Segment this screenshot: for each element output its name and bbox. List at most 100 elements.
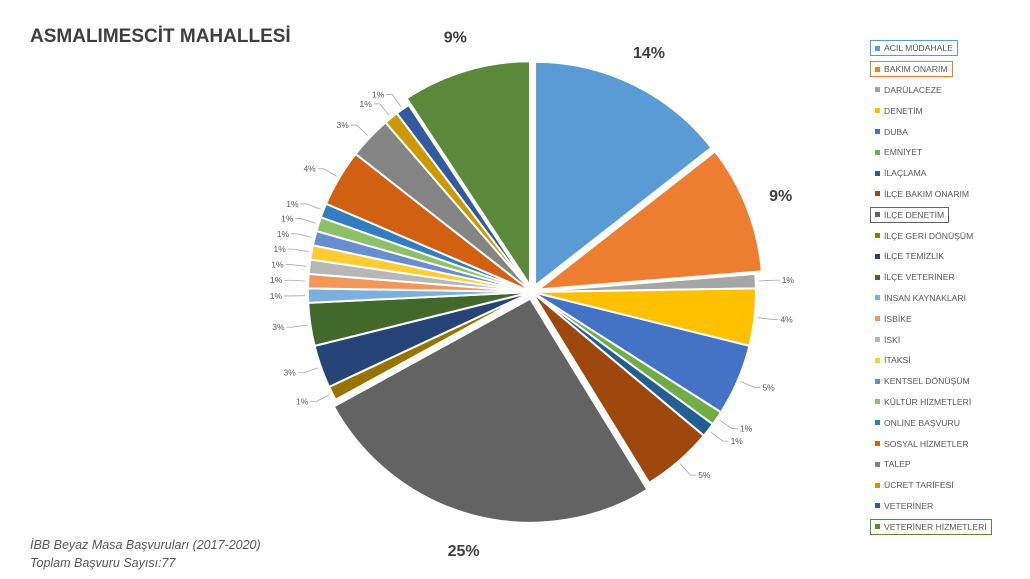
legend-item-ilaclama: İLAÇLAMA <box>868 163 1028 184</box>
leader-line-ilaclama <box>710 431 729 442</box>
leader-line-emniyet <box>719 419 738 429</box>
leader-line-duba <box>740 381 761 388</box>
data-label-ilce-geri-donusum: 1% <box>296 397 309 407</box>
legend-entry: TALEP <box>870 456 916 472</box>
legend-swatch <box>875 357 880 363</box>
legend-item-duba: DUBA <box>868 121 1028 142</box>
legend-entry: ONLİNE BAŞVURU <box>870 415 965 431</box>
legend-entry: DUBA <box>870 124 913 140</box>
legend-label: İNSAN KAYNAKLARI <box>884 292 966 303</box>
legend-label: KÜLTÜR HİZMETLERİ <box>884 396 972 407</box>
leader-line-darulaceze <box>758 279 780 282</box>
legend-entry: DENETİM <box>870 103 928 119</box>
legend-swatch <box>875 212 880 218</box>
data-label-bakim-onarim: 9% <box>769 188 792 205</box>
leader-line-ilce-veteriner <box>286 324 308 328</box>
legend-swatch <box>875 295 880 301</box>
legend-item-veteriner: VETERİNER <box>868 496 1028 517</box>
legend-label: VETERİNER HİZMETLERİ <box>884 521 987 532</box>
legend-item-ilce-temizlik: İLÇE TEMİZLİK <box>868 246 1028 267</box>
legend-item-emniyet: EMNİYET <box>868 142 1028 163</box>
data-labels: 14%9%1%4%5%1%1%5%25%1%3%3%1%1%1%1%1%1%1%… <box>270 29 795 560</box>
legend-swatch <box>875 87 880 93</box>
data-label-online-basvuru: 1% <box>286 199 299 209</box>
legend-item-itaksi: İTAKSİ <box>868 350 1028 371</box>
legend-swatch <box>875 420 880 426</box>
pie-slice-ilce-denetim <box>332 297 649 524</box>
legend-item-iski: İSKİ <box>868 329 1028 350</box>
leader-line-online-basvuru <box>300 203 321 210</box>
leader-line-isbike <box>284 279 306 282</box>
legend-entry: İLAÇLAMA <box>870 165 932 181</box>
legend-item-ilce-geri-donusum: İLÇE GERİ DÖNÜŞÜM <box>868 225 1028 246</box>
legend-entry: VETERİNER <box>870 498 938 514</box>
legend-swatch <box>875 170 880 176</box>
leader-line-veteriner <box>386 93 402 107</box>
pie-slice-ilce-bakim-onarim <box>531 291 706 485</box>
legend-item-insan-kaynaklari: İNSAN KAYNAKLARI <box>868 288 1028 309</box>
legend-item-kultur-hizmetleri: KÜLTÜR HİZMETLERİ <box>868 392 1028 413</box>
legend-swatch <box>875 149 880 155</box>
data-label-emniyet: 1% <box>740 423 753 433</box>
chart-legend: ACİL MÜDAHALE BAKIM ONARIM DARÜLACEZE DENET… <box>868 38 1028 537</box>
legend-entry: DARÜLACEZE <box>870 82 947 98</box>
legend-item-bakim-onarim: BAKIM ONARIM <box>868 59 1028 80</box>
leader-line-kentsel-donusum <box>291 233 312 238</box>
legend-entry: İSBİKE <box>870 311 917 327</box>
legend-label: EMNİYET <box>884 147 923 158</box>
legend-swatch <box>875 253 880 259</box>
legend-item-ilce-veteriner: İLÇE VETERİNER <box>868 267 1028 288</box>
data-label-insan-kaynaklari: 1% <box>270 291 283 301</box>
data-label-sosyal-hizmetler: 4% <box>303 164 316 174</box>
pie-slice-bakim-onarim <box>535 150 763 291</box>
legend-entry: İLÇE BAKIM ONARIM <box>870 186 974 202</box>
pie-slices <box>306 60 763 524</box>
legend-item-ilce-denetim: İLÇE DENETİM <box>868 204 1028 225</box>
legend-label: ÜCRET TARİFESİ <box>884 480 954 491</box>
legend-swatch <box>875 337 880 343</box>
legend-swatch <box>875 441 880 447</box>
leader-line-ilce-temizlik <box>297 367 319 374</box>
legend-entry: ÜCRET TARİFESİ <box>870 477 959 493</box>
data-label-ilce-temizlik: 3% <box>284 368 297 378</box>
legend-label: TALEP <box>884 459 911 470</box>
data-label-veteriner-hizmetleri: 9% <box>444 29 467 46</box>
data-label-duba: 5% <box>762 382 775 392</box>
legend-label: İLAÇLAMA <box>884 168 927 179</box>
legend-entry: İLÇE DENETİM <box>870 206 950 223</box>
legend-label: KENTSEL DÖNÜŞÜM <box>884 376 970 387</box>
legend-entry: KÜLTÜR HİZMETLERİ <box>870 394 976 410</box>
leader-line-iski <box>285 264 307 267</box>
legend-swatch <box>875 66 880 72</box>
data-label-veteriner: 1% <box>372 89 385 99</box>
pie-slice-veteriner <box>395 103 533 293</box>
leader-line-ilce-geri-donusum <box>310 394 330 402</box>
legend-swatch <box>875 378 880 384</box>
legend-label: DENETİM <box>884 105 923 116</box>
legend-entry: İLÇE GERİ DÖNÜŞÜM <box>870 228 978 244</box>
data-label-kentsel-donusum: 1% <box>277 229 290 239</box>
legend-item-talep: TALEP <box>868 454 1028 475</box>
legend-swatch <box>875 233 880 239</box>
leader-line-talep <box>350 124 368 136</box>
legend-entry: İLÇE VETERİNER <box>870 269 960 285</box>
data-label-darulaceze: 1% <box>782 275 795 285</box>
chart-title: ASMALIMESCİT MAHALLESİ <box>30 26 291 47</box>
legend-item-isbike: İSBİKE <box>868 308 1028 329</box>
legend-swatch <box>875 503 880 509</box>
legend-label: İLÇE BAKIM ONARIM <box>884 188 969 199</box>
legend-item-veteriner-hizmetleri: VETERİNER HİZMETLERİ <box>868 516 1028 537</box>
data-label-kultur-hizmetleri: 1% <box>281 214 294 224</box>
pie-slice-veteriner-hizmetleri <box>405 60 531 289</box>
data-label-ilce-veteriner: 3% <box>272 322 285 332</box>
leader-line-denetim <box>757 317 779 320</box>
data-label-ucret-tarifesi: 1% <box>360 99 373 109</box>
leader-lines <box>284 93 780 476</box>
leader-line-kultur-hizmetleri <box>295 218 316 224</box>
legend-entry: SOSYAL HİZMETLER <box>870 436 974 452</box>
legend-label: DARÜLACEZE <box>884 84 942 95</box>
total-count-note: Toplam Başvuru Sayısı:77 <box>30 556 176 570</box>
leader-line-itaksi <box>287 248 309 253</box>
legend-entry: İSKİ <box>870 332 905 348</box>
